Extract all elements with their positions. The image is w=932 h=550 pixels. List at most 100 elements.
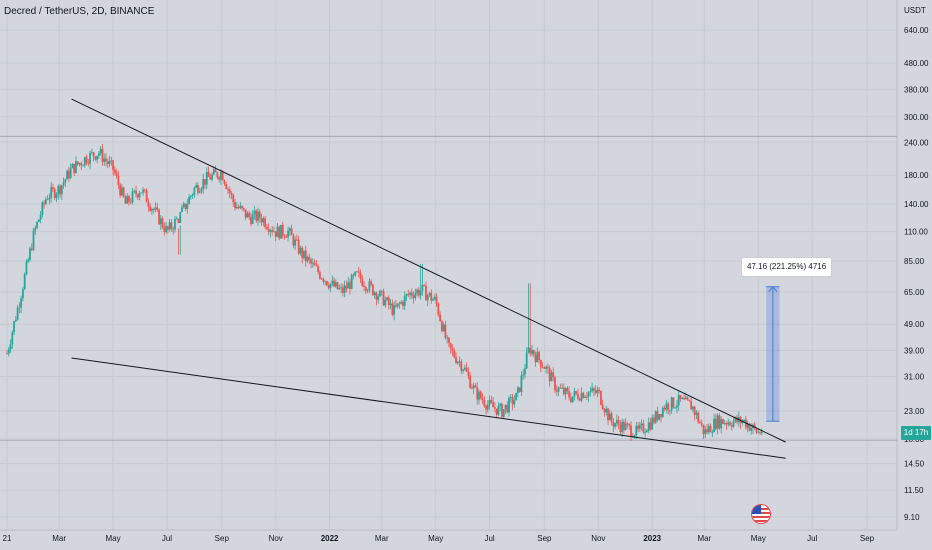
candle-body xyxy=(338,288,341,290)
candle-body xyxy=(730,425,733,427)
candle-body xyxy=(699,422,701,424)
candle-body xyxy=(269,229,272,232)
candle-body xyxy=(101,148,104,162)
candle-body xyxy=(322,278,325,282)
candle-body xyxy=(623,421,625,431)
candle-body xyxy=(113,169,116,174)
candle-body xyxy=(416,289,419,294)
candle-body xyxy=(357,271,360,273)
x-tick-label: Nov xyxy=(269,534,283,543)
y-tick-label: 240.00 xyxy=(904,138,929,147)
candle-body xyxy=(197,185,199,193)
y-tick-label: 85.00 xyxy=(904,257,925,266)
candle-body xyxy=(246,213,249,218)
candle-body xyxy=(681,398,684,399)
candle-body xyxy=(347,282,350,289)
candle-body xyxy=(550,372,553,382)
candle-body xyxy=(695,412,698,415)
candle-body xyxy=(433,296,436,300)
resistance-trendline xyxy=(71,98,786,443)
x-tick-label: Jul xyxy=(807,534,817,543)
candle-body xyxy=(615,419,618,424)
y-tick-label: 180.00 xyxy=(904,171,929,180)
candle-body xyxy=(158,209,160,225)
candle-body xyxy=(87,163,90,164)
candle-body xyxy=(50,187,53,198)
candle-body xyxy=(230,193,233,195)
candle-body xyxy=(635,425,638,436)
candle-body xyxy=(741,421,744,424)
candle-body xyxy=(488,400,491,405)
x-tick-label: Mar xyxy=(697,534,711,543)
candle-body xyxy=(103,158,106,162)
us-flag-icon[interactable] xyxy=(752,505,770,523)
candle-body xyxy=(350,274,353,289)
candle-body xyxy=(702,424,705,435)
candle-body xyxy=(684,397,687,400)
candle-body xyxy=(610,413,613,422)
candle-body xyxy=(511,397,514,405)
candle-body xyxy=(248,213,251,218)
candle-body xyxy=(518,387,521,392)
candle-body xyxy=(663,407,666,410)
candle-body xyxy=(211,174,213,180)
x-tick-label: Sep xyxy=(860,534,875,543)
candle-body xyxy=(311,262,314,264)
candle-body xyxy=(251,214,254,224)
candle-body xyxy=(750,428,753,431)
candle-body xyxy=(667,403,670,411)
candle-body xyxy=(341,287,344,293)
candle-body xyxy=(727,422,730,425)
candle-body xyxy=(195,185,198,188)
candle-body xyxy=(225,183,228,189)
candle-body xyxy=(363,285,365,288)
candle-body xyxy=(495,408,498,415)
candle-body xyxy=(481,398,484,401)
candle-body xyxy=(633,435,636,438)
currency-label: USDT xyxy=(904,6,926,15)
candle-body xyxy=(9,344,12,350)
candle-body xyxy=(228,189,231,194)
candle-body xyxy=(294,239,297,246)
y-tick-label: 480.00 xyxy=(904,59,929,68)
candle-body xyxy=(587,392,590,397)
candle-body xyxy=(529,347,532,354)
candle-body xyxy=(654,411,657,423)
candle-body xyxy=(324,281,327,282)
candle-body xyxy=(232,194,235,203)
candle-body xyxy=(509,397,512,398)
candle-body xyxy=(285,236,288,238)
y-tick-label: 23.00 xyxy=(904,407,925,416)
candle-body xyxy=(234,202,236,209)
candle-body xyxy=(257,211,259,221)
x-tick-label: Sep xyxy=(215,534,230,543)
candle-body xyxy=(18,307,21,309)
candle-body xyxy=(691,406,694,410)
candle-body xyxy=(471,387,473,389)
candle-body xyxy=(711,431,714,433)
candle-body xyxy=(520,375,523,392)
candle-body xyxy=(426,295,429,301)
y-tick-label: 380.00 xyxy=(904,86,929,95)
candle-body xyxy=(62,182,65,186)
candle-body xyxy=(532,350,535,355)
candle-body xyxy=(729,422,731,426)
candle-body xyxy=(345,285,348,289)
candle-body xyxy=(39,215,42,220)
candle-body xyxy=(538,351,540,360)
candle-body xyxy=(22,289,24,299)
candle-body xyxy=(527,347,530,353)
candle-body xyxy=(617,419,620,425)
candle-body xyxy=(287,230,289,238)
candle-body xyxy=(145,190,148,203)
candle-body xyxy=(384,300,387,306)
candle-body xyxy=(380,290,383,292)
candle-body xyxy=(395,305,397,307)
candle-body xyxy=(121,187,123,196)
candle-body xyxy=(584,396,586,398)
candle-body xyxy=(198,191,201,193)
candle-body xyxy=(580,392,583,401)
candle-body xyxy=(428,292,431,296)
candle-body xyxy=(688,399,691,402)
